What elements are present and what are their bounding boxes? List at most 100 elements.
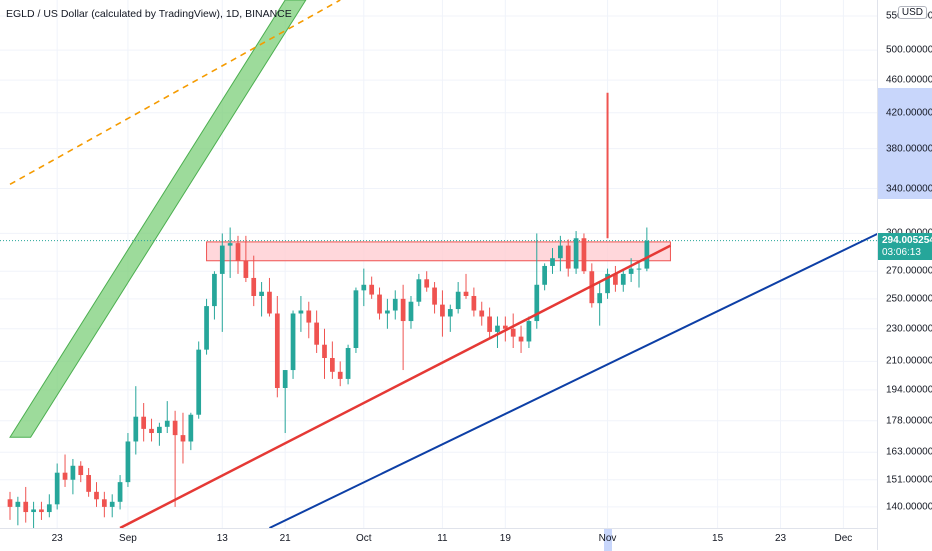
candle-body [440,304,445,317]
candle-body [62,472,68,480]
candle-body [526,321,532,342]
price-tick-label: 250.000000 [886,293,932,305]
last-price-tag: 294.005254 03:06:13 [878,232,932,260]
candle-body [345,347,351,379]
candle-body [298,310,304,314]
green-channel [9,0,307,438]
candle-body [479,310,485,317]
currency-button[interactable]: USD [897,6,927,19]
candle-body [558,245,563,259]
time-tick-label: 13 [216,533,228,544]
candle-body [94,491,99,500]
time-tick-label: 23 [51,533,63,544]
candle-body [400,298,406,322]
candle-body [432,287,437,305]
ascending-support-line [119,244,672,528]
candle-body [408,301,414,322]
candle-body [149,428,154,434]
time-tick-label: 23 [774,533,787,544]
candle-body [290,313,296,371]
candle-body [518,336,524,342]
candle-body [487,316,492,332]
candle-body [86,475,91,492]
candle-body [243,260,249,278]
candle-body [306,310,312,323]
candle-body [188,414,194,442]
price-tick-label: 163.000000 [886,446,932,458]
candle-body [54,472,60,505]
candle-body [172,420,178,436]
candle-body [628,268,634,274]
price-tick-label: 210.000000 [886,355,932,367]
price-tick-label: 380.000000 [886,143,932,155]
candle-body [455,291,461,310]
candle-body [542,265,548,285]
price-range-highlight [878,87,932,200]
candle-body [424,279,430,288]
candle-body [392,298,398,311]
time-axis[interactable]: 23 Sep 13 21 Oct 11 19 Nov 15 23 Dec [0,528,877,551]
candle-body [369,284,375,295]
candle-body [613,273,618,285]
price-tick-label: 420.000000 [886,107,932,119]
last-price-value: 294.005254 [882,234,932,246]
candle-body [377,294,382,314]
time-tick-label: Dec [834,533,853,544]
candle-body [550,258,555,266]
candle-body [416,279,422,302]
candle-body [534,284,540,322]
candle-body [46,504,52,513]
candle-body [133,416,139,442]
price-tick-label: 230.000000 [886,323,932,335]
price-tick-label: 500.000000 [886,44,932,56]
price-tick-label: 151.000000 [886,474,932,486]
candle-body [267,291,272,314]
candle-body [385,310,390,314]
candle-body [463,291,469,296]
candle-body [212,273,217,307]
candle-body [157,426,162,434]
chart-title: EGLD / US Dollar (calculated by TradingV… [6,8,292,20]
candle-body [597,293,603,304]
candle-body [180,435,186,442]
candle-body [39,509,44,513]
price-tick-label: 340.000000 [886,183,932,195]
time-tick-label: 15 [712,533,724,544]
candle-body [337,371,343,379]
candle-body [141,416,147,429]
candle-body [251,277,257,296]
time-tick-label: 19 [499,533,511,544]
candle-body [329,358,335,372]
candle-body [227,243,233,246]
candle-body [471,295,477,311]
candle-body [117,482,123,502]
price-axis[interactable]: 550.000000500.000000460.000000420.000000… [877,0,932,550]
time-tick-label: Nov [598,533,617,544]
candle-body [644,240,650,269]
candle-body [15,501,21,507]
candle-body [219,245,225,274]
candle-body [495,325,500,332]
candle-body [101,499,107,507]
candle-body [7,499,13,507]
candle-body [605,273,610,294]
candle-body [361,284,367,291]
candle-body [282,370,288,388]
orange-dashed-line [9,0,341,186]
candle-body [502,325,508,329]
time-tick-label: Oct [356,533,372,544]
candle-body [70,465,76,480]
candle-body [447,309,453,317]
candle-body [510,328,516,337]
price-chart[interactable] [0,0,877,528]
chart-area[interactable]: EGLD / US Dollar (calculated by TradingV… [0,0,877,528]
candle-body [353,290,359,348]
bar-countdown: 03:06:13 [882,246,921,258]
candle-body [322,344,327,359]
time-tick-label: 21 [279,533,291,544]
time-tick-label: 11 [437,533,448,544]
candle-body [109,501,115,507]
candle-body [274,313,280,388]
candle-body [31,509,36,513]
candle-body [636,268,642,270]
